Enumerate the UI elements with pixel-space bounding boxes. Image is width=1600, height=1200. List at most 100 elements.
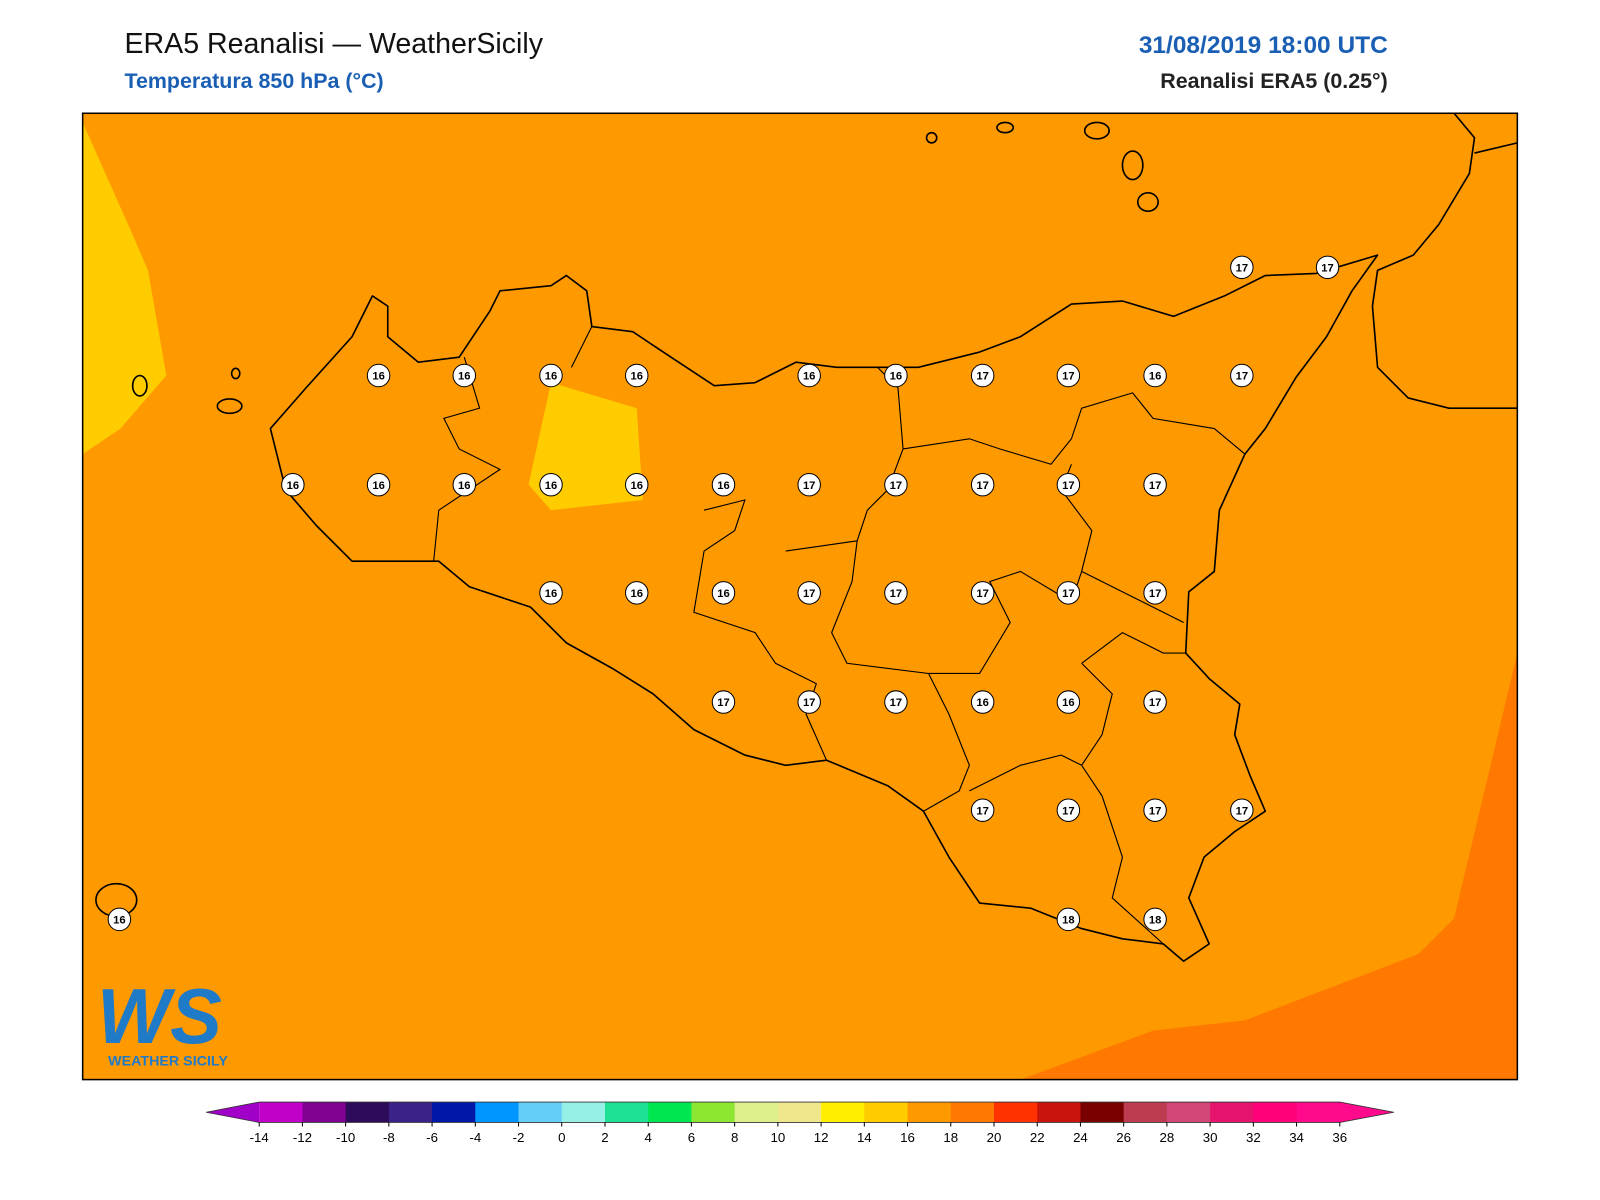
station-value: 17 bbox=[1236, 805, 1248, 817]
station-value: 16 bbox=[803, 371, 815, 383]
colorbar-bin bbox=[561, 1102, 606, 1123]
colorbar-bin bbox=[1037, 1102, 1081, 1123]
station-marker bbox=[797, 690, 821, 714]
colorbar-bin bbox=[950, 1102, 995, 1123]
station-marker bbox=[970, 581, 995, 605]
colorbar-tick-label: 0 bbox=[558, 1130, 565, 1145]
station-value: 16 bbox=[630, 480, 642, 492]
station-marker bbox=[625, 472, 649, 497]
islands bbox=[95, 121, 1159, 918]
colorbar-bin bbox=[388, 1102, 433, 1123]
datetime: 31/08/2019 18:00 UTC bbox=[1139, 32, 1388, 59]
colorbar-tick-label: 10 bbox=[771, 1130, 786, 1145]
station-value: 17 bbox=[890, 588, 902, 600]
station-value: 17 bbox=[1062, 480, 1074, 492]
colorbar-tick-label: 2 bbox=[601, 1130, 608, 1145]
station-marker bbox=[797, 363, 821, 388]
station-value: 16 bbox=[545, 588, 557, 600]
colorbar-bin bbox=[345, 1102, 390, 1123]
station-marker bbox=[452, 363, 477, 388]
station-marker bbox=[281, 472, 305, 497]
map-frame bbox=[81, 112, 1519, 1081]
colorbar-tick-label: 6 bbox=[688, 1130, 695, 1145]
colorbar-bin bbox=[907, 1102, 952, 1123]
station-value: 16 bbox=[976, 697, 988, 709]
logo-mark: WS bbox=[97, 974, 222, 1060]
station-value: 17 bbox=[1149, 588, 1161, 600]
colorbar-tick-label: 8 bbox=[731, 1130, 738, 1145]
station-value: 17 bbox=[976, 480, 988, 492]
station-marker bbox=[625, 581, 649, 605]
station-marker bbox=[1056, 907, 1081, 932]
colorbar-bin bbox=[734, 1102, 779, 1123]
station-value: 17 bbox=[890, 480, 902, 492]
colorbar-tick-label: 4 bbox=[645, 1130, 652, 1145]
station-value: 16 bbox=[717, 588, 729, 600]
station-marker bbox=[1056, 581, 1081, 605]
colorbar-bin bbox=[1123, 1102, 1168, 1123]
station-marker bbox=[970, 690, 995, 714]
station-marker bbox=[1143, 798, 1167, 822]
station-value: 16 bbox=[545, 480, 557, 492]
station-value: 18 bbox=[1062, 914, 1074, 926]
colorbar-tick-label: 30 bbox=[1203, 1130, 1218, 1145]
colorbar-bin bbox=[259, 1102, 303, 1123]
colorbar-tick-label: -4 bbox=[469, 1130, 481, 1145]
colorbar-tick-label: 16 bbox=[900, 1130, 915, 1145]
station-marker bbox=[970, 472, 995, 497]
station-marker bbox=[1056, 472, 1081, 497]
colorbar-tick-label: -8 bbox=[383, 1130, 395, 1145]
sicily-coast bbox=[269, 254, 1379, 963]
colorbar-tick-label: 32 bbox=[1246, 1130, 1261, 1145]
colorbar-bin bbox=[821, 1102, 865, 1123]
calabria-coast bbox=[1371, 112, 1518, 409]
station-marker bbox=[970, 798, 995, 822]
station-value: 16 bbox=[287, 480, 299, 492]
colorbar-tick-label: 22 bbox=[1030, 1130, 1045, 1145]
map: 17 17 16 16 16 16 16 16 17 17 16 17 16 16 16 16 16 16 17 17… bbox=[81, 112, 1519, 1081]
station-marker bbox=[1143, 472, 1167, 497]
field-14-16 bbox=[82, 122, 167, 455]
station-value: 16 bbox=[372, 371, 384, 383]
station-value: 16 bbox=[1149, 371, 1161, 383]
colorbar-tick-label: 24 bbox=[1073, 1130, 1088, 1145]
colorbar-tick-label: -10 bbox=[336, 1130, 355, 1145]
station-value: 17 bbox=[1149, 697, 1161, 709]
station-value: 17 bbox=[1062, 588, 1074, 600]
station-marker bbox=[539, 363, 563, 388]
title: ERA5 Reanalisi — WeatherSicily bbox=[124, 28, 543, 60]
station-marker bbox=[797, 581, 821, 605]
colorbar: -14 -12 -10 -8 -6 -4 -2 0 2 4 6 8 10 12 14 16 18 20 22 24 26… bbox=[206, 1101, 1394, 1145]
station-value: 16 bbox=[630, 588, 642, 600]
station-value: 17 bbox=[890, 697, 902, 709]
colorbar-tick-label: 26 bbox=[1116, 1130, 1131, 1145]
colorbar-tick-label: -12 bbox=[293, 1130, 312, 1145]
colorbar-bin bbox=[691, 1102, 736, 1123]
station-marker bbox=[884, 472, 908, 497]
station-value: 17 bbox=[1149, 805, 1161, 817]
colorbar-tick-label: 12 bbox=[814, 1130, 829, 1145]
station-marker bbox=[1056, 798, 1081, 822]
colorbar-under bbox=[206, 1102, 260, 1123]
colorbar-tick-label: 28 bbox=[1160, 1130, 1175, 1145]
colorbar-bin bbox=[1296, 1102, 1341, 1123]
station-marker bbox=[625, 363, 649, 388]
station-value: 16 bbox=[113, 914, 125, 926]
station-value: 17 bbox=[803, 697, 815, 709]
station-value: 17 bbox=[1236, 262, 1248, 274]
colorbar-bin bbox=[1166, 1102, 1211, 1123]
station-marker bbox=[1143, 581, 1167, 605]
station-marker bbox=[107, 907, 132, 932]
station-value: 17 bbox=[1321, 262, 1333, 274]
field-18-20 bbox=[1020, 653, 1518, 1080]
colorbar-tick-label: -14 bbox=[250, 1130, 269, 1145]
stations: 17 17 16 16 16 16 16 16 17 17 16 17 16 16 16 16 16 16 17 17… bbox=[107, 255, 1340, 932]
station-marker bbox=[539, 581, 563, 605]
station-value: 16 bbox=[630, 371, 642, 383]
colorbar-bin bbox=[518, 1102, 563, 1123]
colorbar-bin bbox=[1253, 1102, 1298, 1123]
station-value: 16 bbox=[458, 480, 470, 492]
station-value: 16 bbox=[372, 480, 384, 492]
station-value: 16 bbox=[545, 371, 557, 383]
